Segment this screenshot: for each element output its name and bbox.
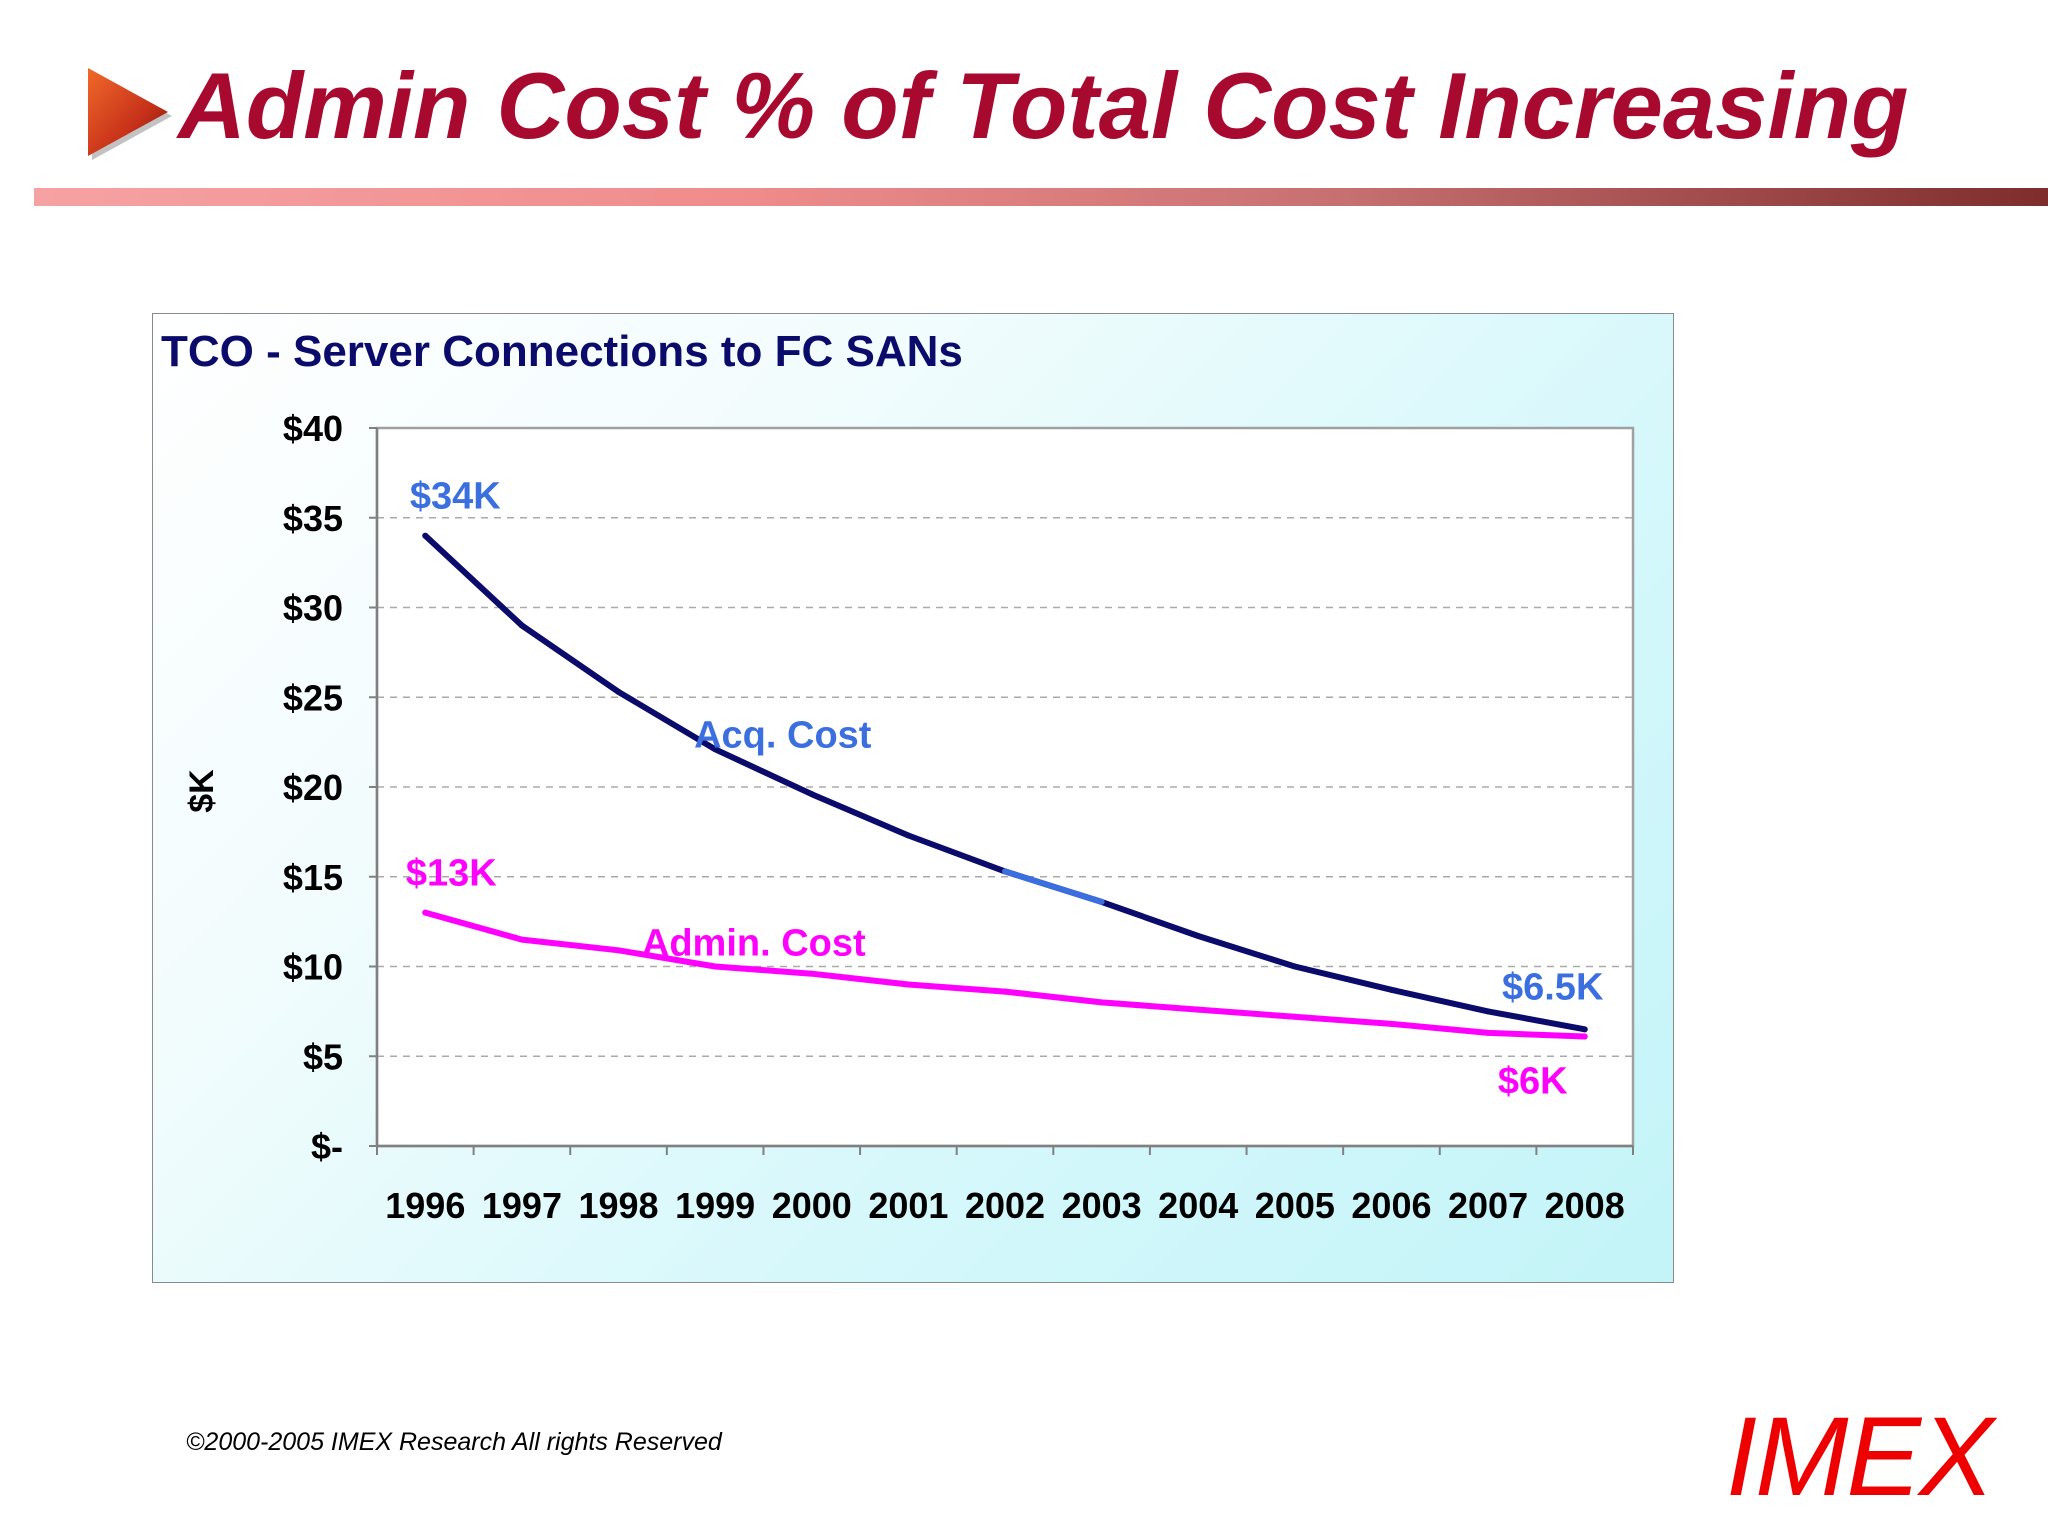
data-point (1581, 1026, 1588, 1033)
data-point (615, 688, 622, 695)
x-tick-labels: 1996 1997 1998 1999 2000 2001 2002 2003 2004 2005… (385, 1185, 1624, 1226)
title-bullet-arrow-icon (86, 66, 178, 169)
x-tick-label: 2005 (1255, 1185, 1335, 1226)
y-tick-label: $25 (283, 677, 343, 718)
data-point (1485, 1029, 1492, 1036)
series-highlight-segment (1002, 868, 1105, 905)
x-tick-label: 1998 (578, 1185, 658, 1226)
y-tick-labels: $- $5 $10 $15 $20 $25 $30 $35 $40 (283, 408, 343, 1167)
data-point (518, 622, 525, 629)
x-tick-label: 2003 (1062, 1185, 1142, 1226)
data-point (905, 832, 912, 839)
x-tick-label: 2001 (868, 1185, 948, 1226)
x-tick-label: 1999 (675, 1185, 755, 1226)
title-divider (34, 188, 2048, 206)
annotation-label: $6K (1498, 1061, 1568, 1103)
x-tick-label: 1996 (385, 1185, 465, 1226)
series-lines (422, 532, 1588, 1040)
tco-line-chart: TCO - Server Connections to FC SANs $- $5… (161, 327, 1635, 1226)
data-point (1291, 963, 1298, 970)
chart-title: TCO - Server Connections to FC SANs (161, 327, 963, 376)
data-point (422, 909, 429, 916)
data-point (712, 963, 719, 970)
y-tick-label: $- (311, 1126, 343, 1167)
y-tick-label: $40 (283, 408, 343, 449)
y-tick-label: $5 (303, 1036, 343, 1077)
data-point (1098, 999, 1105, 1006)
data-point (422, 532, 429, 539)
data-point (1388, 1020, 1395, 1027)
series-label-admin-cost: Admin. Cost (642, 923, 866, 965)
data-annotations: $34K $13K $6.5K $6K (406, 476, 1604, 1103)
y-tick-label: $20 (283, 767, 343, 808)
data-point (1002, 988, 1008, 995)
data-point (712, 746, 719, 753)
annotation-label: $34K (410, 476, 501, 518)
slide-title: Admin Cost % of Total Cost Increasing (178, 53, 1909, 158)
y-tick-label: $35 (283, 498, 343, 539)
data-point (1485, 1008, 1492, 1015)
y-tick-label: $30 (283, 588, 343, 629)
y-axis-label: $K (183, 769, 221, 813)
axes (369, 427, 1634, 1155)
data-point (1195, 932, 1202, 939)
x-tick-label: 2002 (965, 1185, 1045, 1226)
chart-panel: TCO - Server Connections to FC SANs $- $5… (152, 313, 1674, 1283)
data-point (1388, 986, 1395, 993)
data-point (615, 947, 622, 954)
x-tick-label: 2000 (772, 1185, 852, 1226)
x-tick-label: 2008 (1545, 1185, 1625, 1226)
data-point (518, 936, 525, 943)
series-labels: Acq. Cost Admin. Cost (642, 715, 872, 965)
x-tick-label: 2007 (1448, 1185, 1528, 1226)
y-tick-label: $10 (283, 947, 343, 988)
data-point (1581, 1033, 1588, 1040)
data-point (1291, 1013, 1298, 1020)
x-tick-label: 2006 (1351, 1185, 1431, 1226)
x-tick-label: 1997 (482, 1185, 562, 1226)
data-point (808, 970, 815, 977)
annotation-label: $13K (406, 853, 497, 895)
annotation-label: $6.5K (1502, 966, 1604, 1008)
y-tick-label: $15 (283, 857, 343, 898)
imex-logo: IMEX (1726, 1394, 1994, 1519)
data-point (808, 791, 815, 798)
series-label-acq-cost: Acq. Cost (694, 715, 872, 757)
data-point (905, 981, 912, 988)
data-point (1195, 1006, 1202, 1013)
copyright-notice: ©2000-2005 IMEX Research All rights Rese… (186, 1428, 722, 1456)
x-tick-label: 2004 (1158, 1185, 1238, 1226)
gridlines (377, 517, 1633, 1057)
